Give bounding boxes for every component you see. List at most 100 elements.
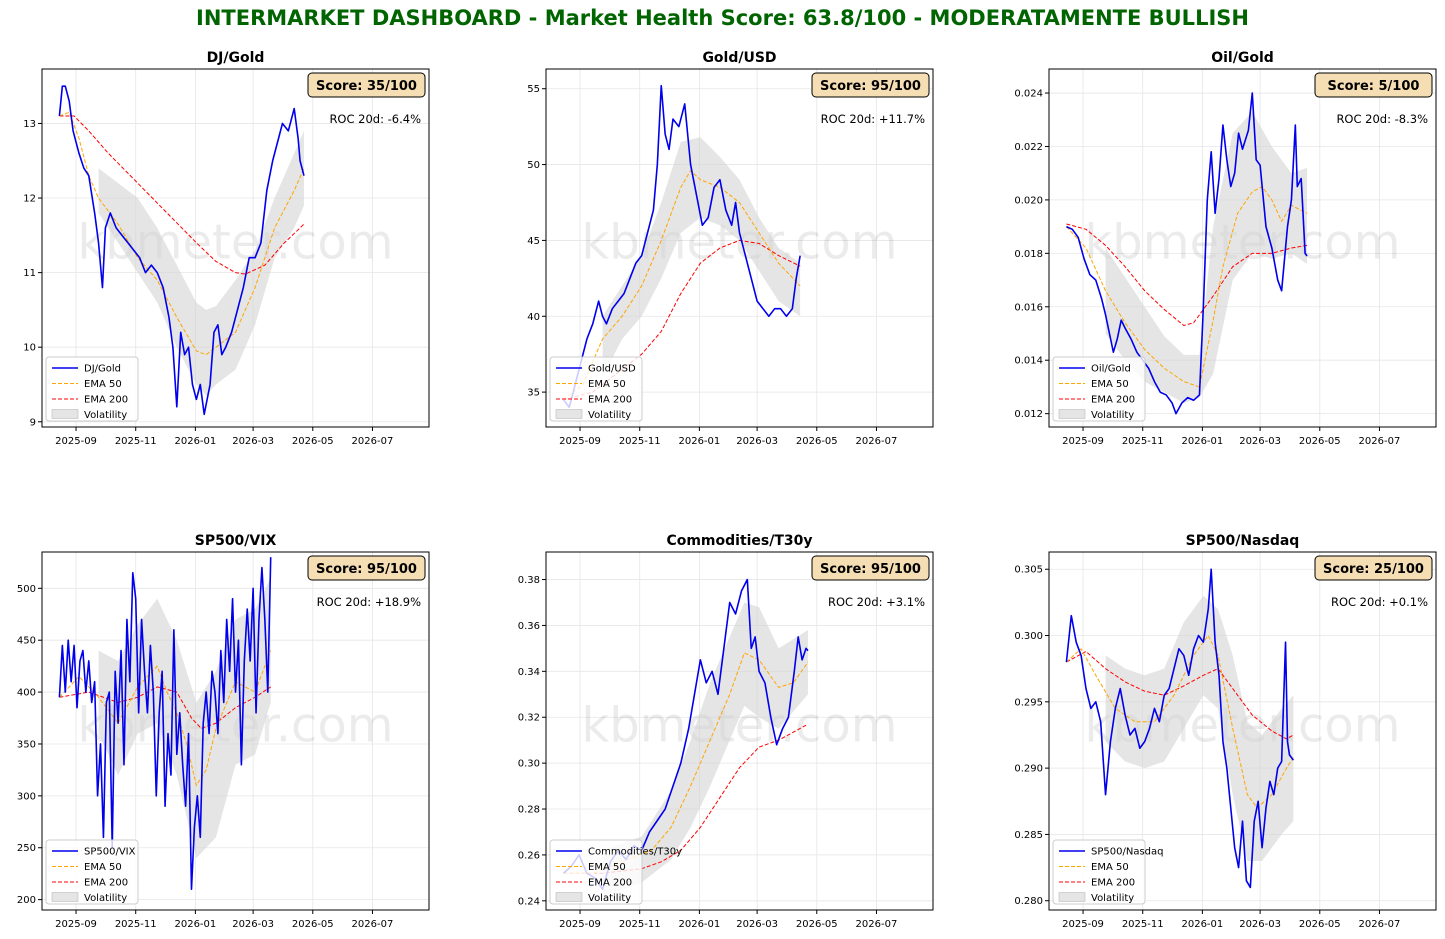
y-tick-label: 0.290 xyxy=(1014,764,1043,775)
legend: SP500/VIX EMA 50 EMA 200 Volatility xyxy=(45,839,139,905)
price-line xyxy=(58,85,305,416)
plot-content: kbmeter.com xyxy=(58,557,394,891)
score-text: Score: 25/100 xyxy=(1323,562,1424,577)
ema200-line xyxy=(59,686,271,729)
score-text: Score: 95/100 xyxy=(316,562,417,577)
subplot-sp500-nasdaq: kbmeter.com 0.280 0.285 0.290 0.295 0.300 0.30… xyxy=(1014,533,1437,930)
score-badge-box xyxy=(307,72,426,98)
legend-label: Oil/Gold xyxy=(1091,364,1131,375)
ema200-line xyxy=(1066,650,1294,740)
legend: Commodities/T30y EMA 50 EMA 200 Volatility xyxy=(549,839,682,905)
price-line xyxy=(1066,92,1308,415)
score-badge-box xyxy=(1314,555,1433,581)
legend-label: Volatility xyxy=(84,893,127,904)
legend-label: EMA 50 xyxy=(1091,379,1129,390)
plot-frame xyxy=(41,68,430,428)
y-tick-label: 0.305 xyxy=(1014,565,1043,576)
roc-text: ROC 20d: +11.7% xyxy=(821,112,925,126)
x-tick-label: 2025-11 xyxy=(115,919,157,930)
subplot-title: Gold/USD xyxy=(702,50,776,66)
x-tick-label: 2026-01 xyxy=(174,919,216,930)
plot-content: kbmeter.com xyxy=(58,85,394,416)
y-tick-label: 400 xyxy=(17,688,36,699)
legend: DJ/Gold EMA 50 EMA 200 Volatility xyxy=(45,356,139,422)
legend-label: EMA 50 xyxy=(84,379,122,390)
x-tick-label: 2026-07 xyxy=(856,436,898,447)
y-tick-label: 0.280 xyxy=(1014,896,1043,907)
legend-box xyxy=(549,839,643,905)
subplot-gold-usd: kbmeter.com 35 40 45 50 55 2025-09 2025-11 2026-… xyxy=(527,50,934,447)
legend-label: SP500/Nasdaq xyxy=(1091,847,1163,858)
x-tick-label: 2025-11 xyxy=(619,436,661,447)
legend-box xyxy=(1052,839,1146,905)
volatility-band xyxy=(602,137,801,377)
volatility-band xyxy=(1105,595,1294,861)
x-tick-label: 2026-07 xyxy=(352,436,394,447)
legend-label: Volatility xyxy=(588,410,631,421)
ema50-line xyxy=(59,650,272,786)
score-badge: Score: 25/100 xyxy=(1314,555,1433,581)
legend-label: Commodities/T30y xyxy=(588,847,682,858)
y-tick-label: 250 xyxy=(17,843,36,854)
y-tick-label: 0.28 xyxy=(518,805,540,816)
x-tick-label: 2026-03 xyxy=(736,919,778,930)
plot-frame xyxy=(41,551,430,911)
x-tick-label: 2026-05 xyxy=(1299,919,1341,930)
legend-label: Volatility xyxy=(84,410,127,421)
y-tick-label: 0.300 xyxy=(1014,631,1043,642)
legend-label: EMA 50 xyxy=(1091,862,1129,873)
x-tick-label: 2026-01 xyxy=(1181,919,1223,930)
y-tick-label: 200 xyxy=(17,895,36,906)
legend: Gold/USD EMA 50 EMA 200 Volatility xyxy=(549,356,643,422)
plot-frame xyxy=(545,68,934,428)
x-tick-label: 2025-11 xyxy=(1122,919,1164,930)
y-tick-label: 13 xyxy=(23,119,36,130)
x-tick-label: 2026-01 xyxy=(678,436,720,447)
score-text: Score: 35/100 xyxy=(316,79,417,94)
legend-label: Volatility xyxy=(1091,893,1134,904)
x-tick-label: 2025-11 xyxy=(115,436,157,447)
legend-box xyxy=(45,839,139,905)
x-tick-label: 2026-05 xyxy=(796,436,838,447)
score-badge-box xyxy=(307,555,426,581)
x-tick-label: 2026-01 xyxy=(174,436,216,447)
score-text: Score: 95/100 xyxy=(820,79,921,94)
ema200-line xyxy=(1066,223,1308,326)
ema50-line xyxy=(563,170,801,401)
x-tick-label: 2025-09 xyxy=(55,436,97,447)
y-tick-label: 0.020 xyxy=(1014,195,1043,206)
subplot-oil-gold: kbmeter.com 0.012 0.014 0.016 0.018 0.020 0.02… xyxy=(1014,50,1437,447)
plot-frame xyxy=(1048,551,1437,911)
y-tick-label: 9 xyxy=(30,417,36,428)
subplot-commodities-t30y: kbmeter.com 0.24 0.26 0.28 0.30 0.32 0.34 0.36 0… xyxy=(518,533,934,930)
y-tick-label: 40 xyxy=(527,312,540,323)
price-line xyxy=(562,84,801,409)
legend-label: EMA 200 xyxy=(588,878,632,889)
y-tick-label: 12 xyxy=(23,194,36,205)
y-tick-label: 50 xyxy=(527,160,540,171)
x-tick-label: 2026-01 xyxy=(1181,436,1223,447)
x-tick-label: 2026-03 xyxy=(736,436,778,447)
y-tick-label: 0.30 xyxy=(518,759,540,770)
plot-content: kbmeter.com xyxy=(1066,92,1401,415)
x-tick-label: 2025-09 xyxy=(1062,919,1104,930)
dashboard-title: INTERMARKET DASHBOARD - Market Health Sc… xyxy=(196,6,1249,30)
x-tick-label: 2025-11 xyxy=(1122,436,1164,447)
x-tick-label: 2026-03 xyxy=(1239,919,1281,930)
y-tick-label: 300 xyxy=(17,791,36,802)
plot-content: kbmeter.com xyxy=(562,84,898,409)
ema50-line xyxy=(1066,186,1308,388)
y-tick-label: 0.022 xyxy=(1014,142,1043,153)
legend-swatch xyxy=(1058,892,1086,902)
y-tick-label: 55 xyxy=(527,84,540,95)
volatility-band xyxy=(602,602,808,897)
y-tick-label: 500 xyxy=(17,584,36,595)
roc-text: ROC 20d: -6.4% xyxy=(329,112,421,126)
price-line xyxy=(58,557,272,891)
legend-label: EMA 200 xyxy=(1091,878,1135,889)
volatility-band xyxy=(98,130,304,396)
legend-label: EMA 50 xyxy=(588,862,626,873)
subplot-title: SP500/Nasdaq xyxy=(1186,533,1300,549)
y-tick-label: 0.018 xyxy=(1014,249,1043,260)
